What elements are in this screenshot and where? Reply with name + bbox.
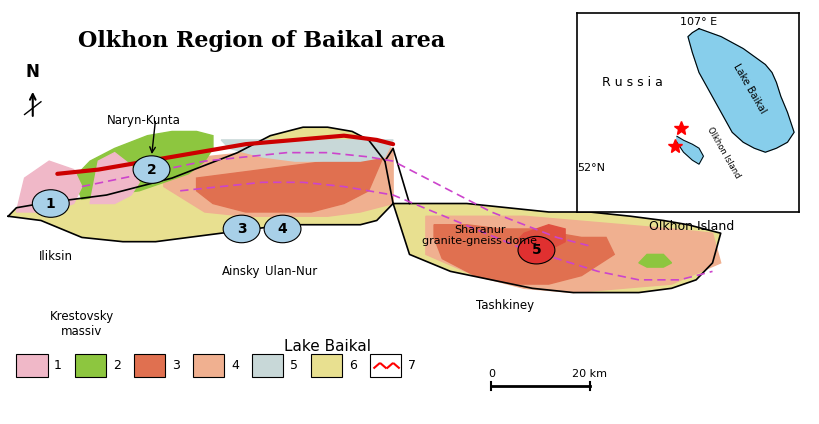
Polygon shape xyxy=(516,225,565,250)
Polygon shape xyxy=(426,216,721,293)
Text: Lake Baikal: Lake Baikal xyxy=(284,339,371,354)
Polygon shape xyxy=(688,29,794,152)
Text: 4: 4 xyxy=(231,359,239,372)
FancyBboxPatch shape xyxy=(193,354,224,377)
FancyBboxPatch shape xyxy=(75,354,106,377)
Text: Naryn-Kunta: Naryn-Kunta xyxy=(106,114,180,128)
Text: Olkhon Island: Olkhon Island xyxy=(649,220,735,234)
Polygon shape xyxy=(16,161,82,212)
Text: 5: 5 xyxy=(532,243,541,257)
FancyBboxPatch shape xyxy=(134,354,165,377)
Text: 2: 2 xyxy=(147,162,156,177)
Polygon shape xyxy=(197,153,385,212)
Ellipse shape xyxy=(264,215,301,243)
Polygon shape xyxy=(8,127,393,242)
Text: 4: 4 xyxy=(278,222,287,236)
Text: 3: 3 xyxy=(172,359,180,372)
Text: N: N xyxy=(26,63,39,81)
Polygon shape xyxy=(676,136,704,164)
Text: 3: 3 xyxy=(237,222,247,236)
FancyBboxPatch shape xyxy=(370,354,401,377)
FancyBboxPatch shape xyxy=(311,354,342,377)
Polygon shape xyxy=(639,254,672,267)
Text: 107° E: 107° E xyxy=(681,17,717,27)
Text: 2: 2 xyxy=(113,359,121,372)
Ellipse shape xyxy=(133,156,170,184)
Text: Krestovsky
massiv: Krestovsky massiv xyxy=(50,310,114,338)
Text: Ulan-Nur: Ulan-Nur xyxy=(265,265,317,278)
Polygon shape xyxy=(74,131,213,199)
Text: 1: 1 xyxy=(54,359,62,372)
Text: 1: 1 xyxy=(46,196,56,211)
Text: 7: 7 xyxy=(408,359,416,372)
Text: 0: 0 xyxy=(488,369,495,379)
Text: Ainsky: Ainsky xyxy=(222,265,261,278)
Polygon shape xyxy=(90,153,139,204)
Text: 20 km: 20 km xyxy=(572,369,607,379)
Polygon shape xyxy=(221,140,393,161)
Text: Olkhon Region of Baikal area: Olkhon Region of Baikal area xyxy=(79,30,446,52)
Text: 6: 6 xyxy=(349,359,357,372)
Polygon shape xyxy=(164,144,393,216)
Polygon shape xyxy=(393,204,721,293)
Text: Sharanur
granite-gneiss dome: Sharanur granite-gneiss dome xyxy=(423,225,537,246)
Text: R u s s i a: R u s s i a xyxy=(602,76,663,89)
Ellipse shape xyxy=(518,237,555,264)
Text: Iliksin: Iliksin xyxy=(38,250,73,263)
FancyBboxPatch shape xyxy=(16,354,48,377)
Text: 52°N: 52°N xyxy=(577,163,605,173)
Polygon shape xyxy=(434,225,614,284)
Text: Olkhon Island: Olkhon Island xyxy=(706,125,742,179)
Ellipse shape xyxy=(223,215,260,243)
FancyBboxPatch shape xyxy=(252,354,283,377)
Text: Tashkiney: Tashkiney xyxy=(477,299,534,312)
Ellipse shape xyxy=(32,190,69,217)
Text: Lake Baikal: Lake Baikal xyxy=(731,62,768,115)
Text: 5: 5 xyxy=(290,359,298,372)
